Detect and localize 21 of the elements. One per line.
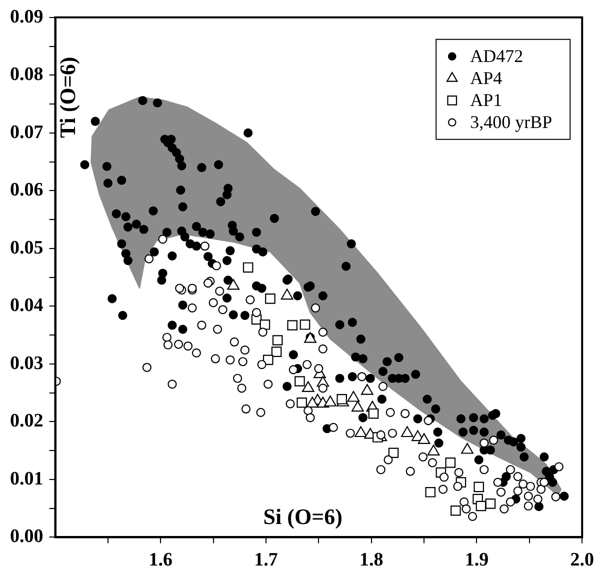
y-tick-label: 0.00: [10, 526, 44, 548]
y-tick-label: 0.05: [10, 237, 44, 258]
x-tick-label: 1.6: [148, 550, 172, 571]
y-tick-label: 0.01: [10, 468, 44, 490]
y-axis-title: Ti (O=6): [54, 56, 80, 138]
y-tick-label: 0.08: [10, 64, 44, 86]
x-tick-label: 1.9: [464, 550, 489, 571]
y-tick-label: 0.09: [10, 6, 44, 28]
legend-label: 3,400 yrBP: [470, 112, 552, 132]
x-tick-label: 1.7: [254, 550, 278, 571]
legend-label: AD472: [470, 46, 524, 66]
x-tick-label: 2.0: [570, 550, 594, 571]
legend-label: AP1: [470, 90, 502, 110]
x-axis-title: Si (O=6): [263, 504, 342, 529]
legend-label: AP4: [470, 68, 502, 88]
y-tick-label: 0.06: [10, 180, 44, 201]
y-tick-label: 0.04: [10, 295, 44, 316]
x-tick-label: 1.8: [360, 550, 384, 571]
y-tick-label: 0.02: [10, 410, 44, 432]
y-tick-label: 0.07: [10, 122, 44, 143]
y-tick-label: 0.03: [10, 352, 44, 374]
